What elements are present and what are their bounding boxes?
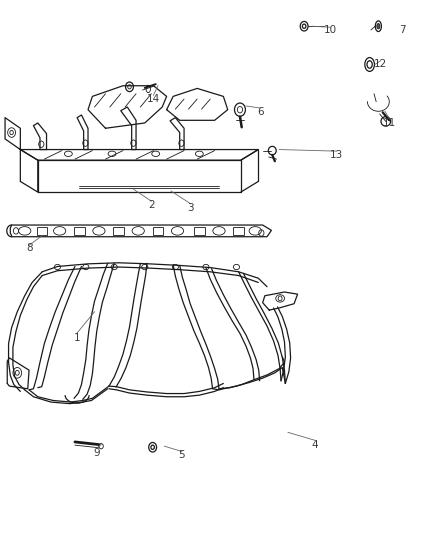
- Text: 6: 6: [257, 107, 264, 117]
- Text: 10: 10: [324, 25, 337, 35]
- Text: 12: 12: [374, 60, 387, 69]
- Text: 9: 9: [93, 448, 100, 457]
- Text: 2: 2: [148, 200, 155, 211]
- Bar: [113, 227, 124, 235]
- Text: 8: 8: [26, 243, 32, 253]
- Bar: [194, 227, 205, 235]
- Text: 13: 13: [330, 150, 343, 160]
- Text: 4: 4: [312, 440, 318, 450]
- Text: 14: 14: [147, 94, 160, 104]
- Bar: [233, 227, 244, 235]
- Text: 5: 5: [179, 450, 185, 460]
- Text: 3: 3: [187, 203, 194, 213]
- Text: 1: 1: [74, 333, 81, 343]
- Text: 7: 7: [399, 25, 406, 35]
- Bar: [152, 227, 163, 235]
- Bar: [37, 227, 47, 235]
- Ellipse shape: [377, 23, 380, 29]
- Text: 11: 11: [383, 118, 396, 128]
- Bar: [74, 227, 85, 235]
